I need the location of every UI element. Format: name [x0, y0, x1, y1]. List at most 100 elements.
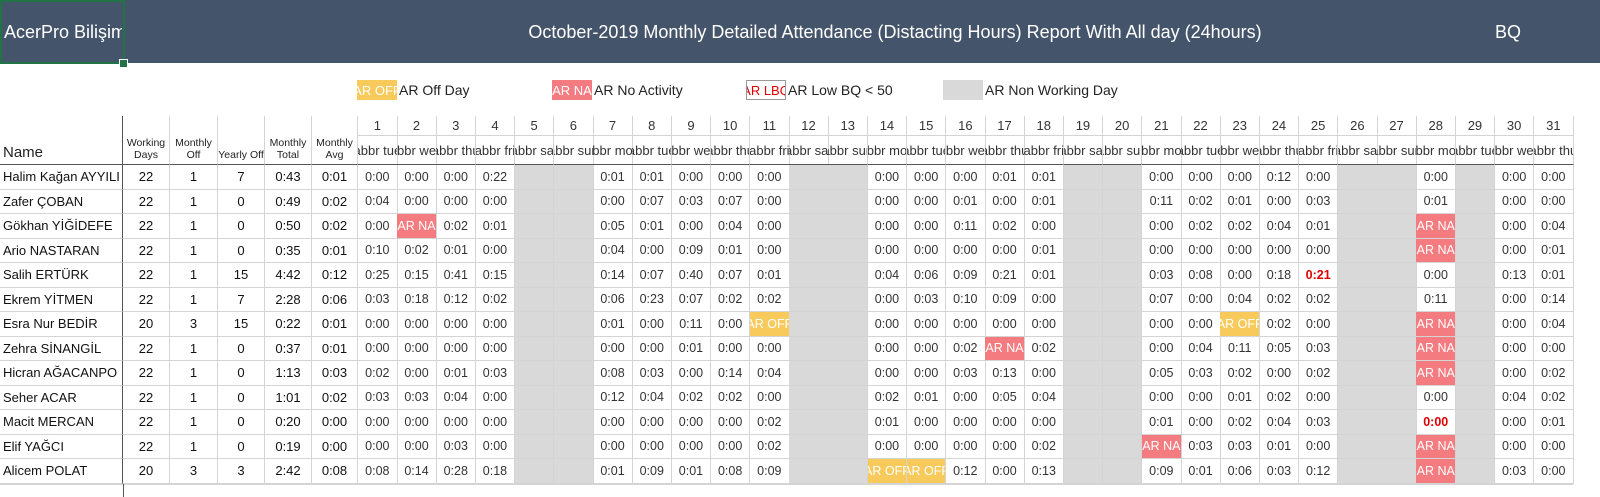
day-cell: 0:01	[1416, 189, 1457, 214]
non-working-day	[789, 287, 829, 312]
day-cell: 0:00	[750, 336, 790, 361]
employee-name: Seher ACAR	[0, 385, 123, 410]
weekday: abbr wed	[671, 136, 712, 165]
day-cell: 0:00	[1024, 410, 1065, 435]
non-working-day	[1063, 434, 1104, 459]
non-working-day	[1063, 312, 1104, 337]
fill-handle[interactable]	[119, 59, 128, 68]
day-cell: 0:01	[1024, 263, 1065, 288]
non-working-day	[1063, 287, 1104, 312]
employee-name: Alicem POLAT	[0, 459, 123, 484]
non-working-day	[1102, 287, 1143, 312]
non-working-day	[1338, 385, 1378, 410]
weekday: abbr thu	[436, 136, 477, 165]
day-cell: 0:02	[1220, 214, 1261, 239]
day-cell: 0:00	[397, 410, 437, 435]
non-working-day	[1338, 238, 1378, 263]
day-cell: 0:00	[985, 410, 1025, 435]
day-cell: 0:03	[1298, 189, 1339, 214]
weekday: abbr sat	[1063, 136, 1104, 165]
day-cell: 0:01	[1534, 410, 1574, 435]
day-cell: 0:00	[1298, 238, 1339, 263]
day-cell: 0:00	[1494, 165, 1535, 190]
day-cell: 0:00	[1494, 361, 1535, 386]
day-cell: 0:01	[985, 165, 1025, 190]
day-cell: 0:23	[632, 287, 673, 312]
day-cell: 0:00	[671, 214, 712, 239]
day-number: 23	[1220, 116, 1261, 136]
non-working-day	[828, 312, 869, 337]
summary-cell: 0	[218, 434, 265, 459]
day-cell: 0:00	[867, 189, 908, 214]
non-working-day	[1377, 214, 1417, 239]
non-working-day	[1377, 410, 1417, 435]
day-cell: AR NA	[1416, 361, 1457, 386]
summary-cell: 0:08	[312, 459, 358, 484]
legend-label: AR Off Day	[399, 82, 470, 98]
summary-cell: 22	[123, 238, 170, 263]
day-number: 14	[867, 116, 908, 136]
summary-cell: 7	[218, 165, 265, 190]
day-cell: 0:00	[750, 385, 790, 410]
employee-name: Esra Nur BEDİR	[0, 312, 123, 337]
non-working-day	[1455, 336, 1496, 361]
non-working-day	[789, 336, 829, 361]
day-number: 31	[1534, 116, 1574, 136]
non-working-day	[1102, 263, 1143, 288]
day-cell: 0:04	[867, 263, 908, 288]
summary-cell: 1	[170, 385, 218, 410]
non-working-day	[1377, 312, 1417, 337]
day-cell: 0:04	[710, 214, 751, 239]
day-cell: 0:08	[358, 459, 398, 484]
summary-cell: 15	[218, 263, 265, 288]
day-cell: 0:00	[867, 312, 908, 337]
non-working-day	[1338, 336, 1378, 361]
non-working-day	[1455, 263, 1496, 288]
summary-cell: 0:01	[312, 238, 358, 263]
day-cell: 0:00	[1494, 336, 1535, 361]
day-cell: 0:00	[632, 434, 673, 459]
day-cell: 0:03	[946, 361, 986, 386]
day-cell: 0:00	[867, 287, 908, 312]
day-cell: 0:03	[906, 287, 947, 312]
column-header: Working Days	[123, 116, 170, 165]
selected-cell[interactable]	[0, 0, 125, 64]
day-number: 27	[1377, 116, 1417, 136]
day-cell: 0:07	[1142, 287, 1182, 312]
day-cell: 0:18	[1259, 263, 1300, 288]
day-number: 25	[1298, 116, 1339, 136]
day-cell: 0:01	[475, 214, 516, 239]
day-cell: 0:00	[1534, 336, 1574, 361]
day-number: 8	[632, 116, 673, 136]
non-working-day	[1063, 189, 1104, 214]
weekday: abbr tue	[906, 136, 947, 165]
day-cell: 0:04	[436, 385, 477, 410]
day-cell: 0:00	[985, 189, 1025, 214]
day-cell: 0:02	[436, 214, 477, 239]
weekday: abbr sat	[514, 136, 555, 165]
day-cell: 0:01	[750, 263, 790, 288]
non-working-day	[1338, 214, 1378, 239]
day-cell: 0:00	[475, 385, 516, 410]
day-cell: 0:00	[1181, 385, 1221, 410]
day-cell: 0:00	[946, 385, 986, 410]
report-title: October-2019 Monthly Detailed Attendance…	[528, 21, 1262, 42]
non-working-day	[1338, 189, 1378, 214]
non-working-day	[514, 165, 555, 190]
summary-cell: 0:22	[265, 312, 312, 337]
day-cell: 0:00	[946, 238, 986, 263]
day-number: 11	[750, 116, 790, 136]
summary-cell: 0:03	[312, 361, 358, 386]
non-working-day	[828, 410, 869, 435]
day-number: 3	[436, 116, 477, 136]
day-cell: 0:00	[906, 336, 947, 361]
weekday: abbr mon	[1142, 136, 1182, 165]
non-working-day	[1338, 287, 1378, 312]
day-cell: 0:02	[358, 361, 398, 386]
day-cell: AR NA	[1416, 214, 1457, 239]
day-cell: 0:02	[1024, 336, 1065, 361]
non-working-day	[554, 189, 594, 214]
day-cell: 0:03	[632, 361, 673, 386]
non-working-day	[789, 263, 829, 288]
day-cell: 0:00	[436, 165, 477, 190]
